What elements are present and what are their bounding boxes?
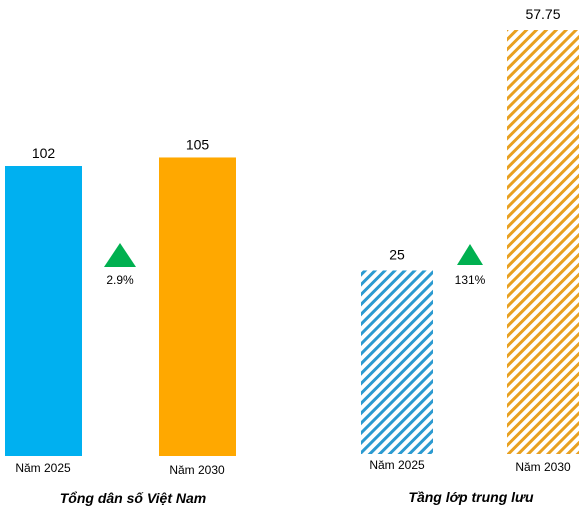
change-label-population: 2.9% (106, 273, 134, 287)
chart-title-population: Tổng dân số Việt Nam (60, 490, 207, 506)
value-label-population-2025: 102 (32, 145, 56, 161)
value-label-population-2030: 105 (186, 136, 210, 152)
value-label-middle-class-2025: 25 (389, 246, 405, 262)
increase-arrow-icon (457, 244, 483, 265)
bar-population-2025 (5, 166, 82, 456)
category-label-middle-class-2030: Năm 2030 (515, 460, 571, 474)
category-label-middle-class-2025: Năm 2025 (369, 458, 425, 472)
bar-middle-class-2030 (507, 30, 579, 454)
chart-title-middle-class: Tầng lớp trung lưu (408, 489, 534, 505)
middle-class-chart: 25 57.75 Năm 2025 Năm 2030 131% Tầng lớp… (361, 6, 579, 505)
category-label-population-2025: Năm 2025 (15, 461, 71, 475)
category-label-population-2030: Năm 2030 (169, 463, 225, 477)
value-label-middle-class-2030: 57.75 (525, 6, 560, 22)
bar-population-2030 (159, 157, 236, 456)
change-label-middle-class: 131% (455, 273, 486, 287)
population-chart: 102 105 Năm 2025 Năm 2030 2.9% Tổng dân … (5, 136, 236, 506)
increase-arrow-icon (104, 243, 136, 267)
bar-middle-class-2025 (361, 270, 433, 454)
